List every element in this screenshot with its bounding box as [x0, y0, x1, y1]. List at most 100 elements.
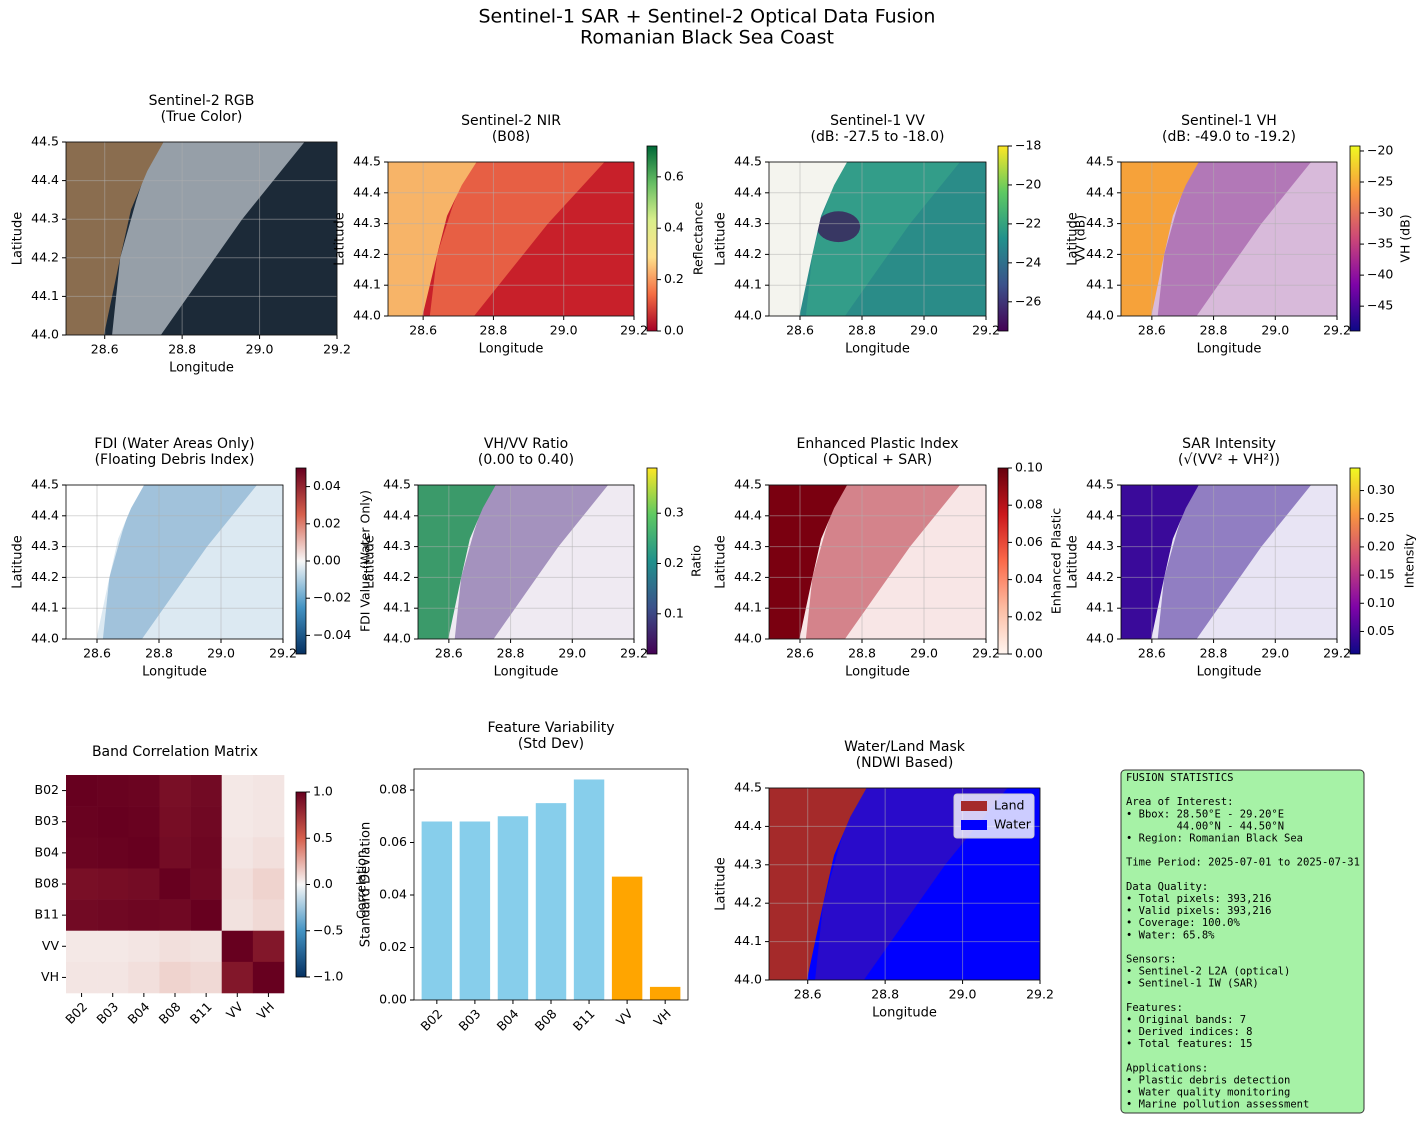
heatmap-cell — [252, 930, 285, 963]
y-tick-label: 44.5 — [353, 154, 381, 169]
x-tick-label: B11 — [570, 1006, 598, 1034]
plume — [102, 485, 257, 639]
y-tick-label: 44.0 — [31, 631, 59, 646]
y-tick-label: 44.3 — [353, 215, 381, 230]
colorbar-tick-label: 0.10 — [1015, 460, 1043, 475]
heatmap-cell — [252, 837, 285, 869]
x-axis-label: Longitude — [142, 665, 207, 680]
x-tick-label: 28.6 — [786, 646, 814, 661]
colorbar-tick-label: −1.0 — [313, 969, 343, 984]
colorbar — [295, 791, 307, 978]
heatmap-cell — [221, 930, 254, 963]
figure-title: Sentinel-1 SAR + Sentinel-2 Optical Data… — [479, 6, 936, 28]
y-tick-label: 44.5 — [1086, 154, 1114, 169]
panel-title: Sentinel-1 VV — [830, 113, 925, 129]
axes-frame — [65, 484, 284, 640]
panel-subtitle: (NDWI Based) — [856, 755, 954, 771]
y-tick-label: 44.2 — [1086, 246, 1114, 261]
legend-label: Land — [994, 798, 1024, 813]
y-tick-label: 44.3 — [31, 211, 59, 226]
colorbar-tick-label: −20 — [1015, 176, 1041, 191]
colorbar — [1349, 467, 1361, 655]
panel-subtitle: (Std Dev) — [518, 736, 584, 752]
colorbar-tick-label: −40 — [1367, 267, 1393, 282]
heatmap-cell — [159, 899, 191, 932]
colorbar-tick-label: −35 — [1367, 236, 1393, 251]
heatmap-cell — [159, 961, 191, 994]
x-tick-label: 28.8 — [1200, 323, 1228, 338]
stats-text: • Valid pixels: 393,216 — [1126, 905, 1271, 917]
stats-text: • Total features: 15 — [1126, 1038, 1252, 1050]
colorbar-tick-label: 1.0 — [313, 784, 333, 799]
heatmap-cell — [252, 775, 285, 807]
colorbar-tick-label: 0.06 — [1015, 534, 1043, 549]
x-tick-label: B02 — [418, 1006, 446, 1034]
heatmap-cell — [159, 775, 191, 807]
colorbar-label: VV (dB) — [1073, 215, 1088, 262]
colorbar-tick-label: 0.04 — [1015, 571, 1043, 586]
panel-subtitle: (True Color) — [161, 109, 243, 125]
x-tick-label: 28.6 — [409, 323, 437, 338]
colorbar — [997, 467, 1009, 655]
y-tick-label: 44.2 — [734, 246, 762, 261]
y-tick-label: 0.00 — [379, 992, 407, 1007]
colorbar-tick-label: −0.02 — [313, 590, 351, 605]
y-tick-label: 44.4 — [383, 507, 411, 522]
colorbar-tick-label: 0.6 — [664, 168, 684, 183]
colorbar-tick-label: 0.02 — [313, 515, 341, 530]
y-tick-label: 0.08 — [379, 782, 407, 797]
y-tick-label: 44.4 — [1086, 507, 1114, 522]
x-tick-label: B08 — [532, 1006, 560, 1034]
heatmap-cell — [190, 868, 223, 900]
map-image — [66, 142, 337, 335]
y-tick-label: 44.2 — [31, 569, 59, 584]
y-axis-label: Latitude — [1066, 212, 1081, 266]
colorbar-tick-label: −25 — [1367, 174, 1393, 189]
y-tick-label: VH — [41, 969, 59, 984]
panel-subtitle: (Optical + SAR) — [823, 452, 932, 468]
y-axis-label: Latitude — [11, 212, 26, 266]
map-image — [388, 162, 634, 316]
heatmap-cell — [97, 806, 129, 838]
panel-subtitle: (√(VV² + VH²)) — [1178, 452, 1280, 468]
axes-frame — [413, 768, 689, 1001]
panel-subtitle: (0.00 to 0.40) — [478, 452, 574, 468]
y-tick-label: 44.0 — [31, 327, 59, 342]
colorbar-tick-label: −45 — [1367, 298, 1393, 313]
land — [66, 142, 164, 335]
x-tick-label: 29.0 — [558, 646, 586, 661]
colorbar-label: Intensity — [1402, 533, 1417, 588]
x-tick-label: B11 — [187, 999, 215, 1027]
y-tick-label: 44.5 — [734, 154, 762, 169]
colorbar-tick-label: 0.0 — [664, 323, 684, 338]
y-tick-label: B11 — [35, 907, 59, 922]
heatmap-cell — [221, 868, 254, 900]
y-tick-label: 44.1 — [31, 600, 59, 615]
heatmap-cell — [97, 775, 129, 807]
y-tick-label: 44.1 — [734, 933, 762, 948]
panel-subtitle: (dB: -49.0 to -19.2) — [1162, 129, 1296, 145]
colorbar-tick-label: 0.08 — [1015, 497, 1043, 512]
panel-subtitle: (Floating Debris Index) — [95, 452, 255, 468]
y-tick-label: 44.4 — [353, 184, 381, 199]
x-tick-label: 29.2 — [269, 646, 297, 661]
heatmap-cell — [97, 961, 129, 994]
stats-box — [1120, 769, 1365, 1114]
colorbar-label: Ratio — [689, 545, 704, 577]
bar — [497, 816, 529, 1000]
panel-subtitle: (dB: -27.5 to -18.0) — [811, 129, 945, 145]
stats-text: • Water quality monitoring — [1126, 1087, 1290, 1099]
stats-text: • Bbox: 28.50°E - 29.20°E — [1126, 808, 1284, 820]
plume — [1157, 485, 1312, 639]
heatmap-cell — [128, 930, 160, 963]
x-tick-label: 28.8 — [145, 646, 173, 661]
heatmap-cell — [97, 899, 129, 932]
x-tick-label: 29.2 — [620, 646, 648, 661]
y-tick-label: 44.5 — [383, 477, 411, 492]
y-tick-label: 44.4 — [31, 507, 59, 522]
stats-text: • Original bands: 7 — [1126, 1014, 1246, 1026]
y-tick-label: B08 — [35, 876, 60, 891]
y-tick-label: 44.2 — [1086, 569, 1114, 584]
y-tick-label: 44.2 — [734, 569, 762, 584]
axes-frame — [768, 161, 987, 317]
